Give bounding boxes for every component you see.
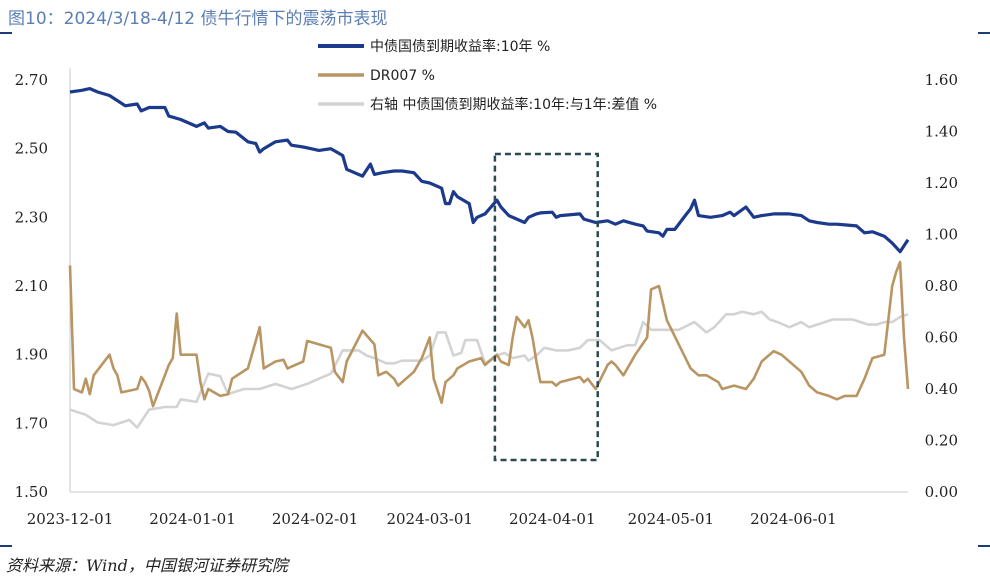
x-tick-label: 2024-04-01 xyxy=(509,510,595,528)
x-tick-label: 2023-12-01 xyxy=(27,510,113,528)
y-tick-left-label: 1.70 xyxy=(15,414,48,432)
y-tick-right-label: 1.60 xyxy=(925,71,958,89)
y-tick-left-label: 1.90 xyxy=(15,346,48,364)
y-tick-left-label: 2.50 xyxy=(15,140,48,158)
y-tick-left-label: 2.10 xyxy=(15,277,48,295)
footer-mark-left xyxy=(0,545,12,547)
x-tick-label: 2024-02-01 xyxy=(272,510,358,528)
y-tick-left-label: 2.70 xyxy=(15,71,48,89)
x-tick-label: 2024-01-01 xyxy=(149,510,235,528)
rule-mark-right xyxy=(978,32,990,34)
x-tick-label: 2024-03-01 xyxy=(386,510,472,528)
series-line-spread xyxy=(69,310,909,429)
x-tick-label: 2024-05-01 xyxy=(628,510,714,528)
axes: 2.70 2.50 2.30 2.10 1.90 1.70 1.50 1.60 1.40 1.20… xyxy=(15,68,958,528)
legend-label-yield: 中债国债到期收益率:10年 % xyxy=(370,38,550,55)
chart-title: 图10：2024/3/18-4/12 债牛行情下的震荡市表现 xyxy=(8,9,388,29)
y-tick-right-label: 0.20 xyxy=(925,432,958,450)
y-tick-right-label: 0.80 xyxy=(925,277,958,295)
series-line-dr007 xyxy=(68,260,910,408)
y-tick-right-label: 0.40 xyxy=(925,380,958,398)
series-layer xyxy=(68,87,910,462)
legend-label-spread: 右轴 中债国债到期收益率:10年:与1年:差值 % xyxy=(370,96,657,113)
series-line-yield xyxy=(69,87,910,254)
y-tick-right-label: 1.00 xyxy=(925,226,958,244)
y-tick-right-label: 1.40 xyxy=(925,123,958,141)
legend: 中债国债到期收益率:10年 % DR007 % 右轴 中债国债到期收益率:10年:与… xyxy=(318,38,657,113)
rule-mark-left xyxy=(0,32,12,34)
y-tick-left-label: 1.50 xyxy=(15,483,48,501)
source-note: 资料来源：Wind，中国银河证券研究院 xyxy=(6,556,288,575)
x-tick-label: 2024-06-01 xyxy=(750,510,836,528)
y-tick-left-label: 2.30 xyxy=(15,208,48,226)
legend-label-dr007: DR007 % xyxy=(370,68,435,84)
y-tick-right-label: 1.20 xyxy=(925,174,958,192)
y-tick-right-label: 0.60 xyxy=(925,329,958,347)
line-chart: 2.70 2.50 2.30 2.10 1.90 1.70 1.50 1.60 1.40 1.20… xyxy=(15,38,958,528)
footer-mark-right xyxy=(978,545,990,547)
y-tick-right-label: 0.00 xyxy=(925,483,958,501)
highlight-period-box xyxy=(493,152,599,462)
